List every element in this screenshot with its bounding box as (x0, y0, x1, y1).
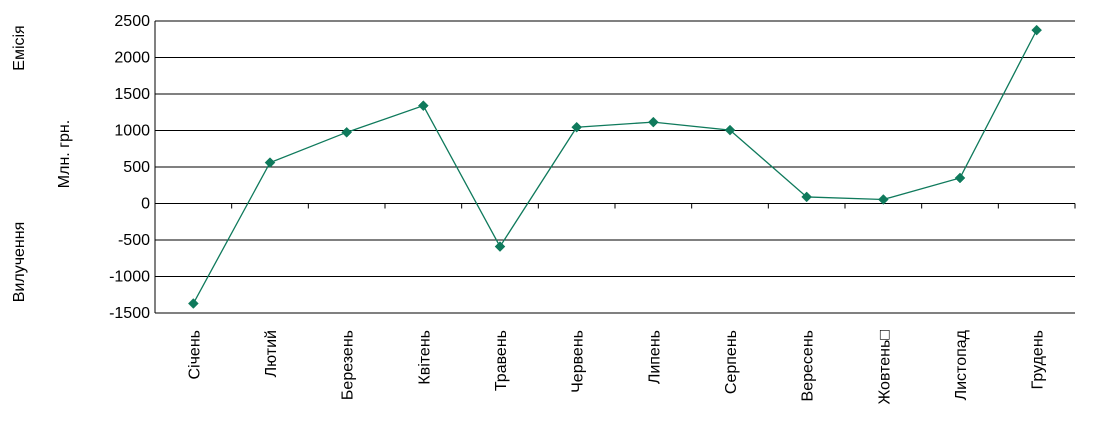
x-tick-label: Квітень (416, 330, 433, 385)
y-tick-label: 0 (141, 196, 150, 213)
y-tick-label: 2500 (114, 13, 150, 30)
data-point (571, 121, 583, 133)
data-point (877, 194, 889, 205)
emission-side-label: Емісія (11, 25, 28, 70)
withdrawal-side-label: Вилучення (11, 222, 28, 303)
x-tick-label: Січень (186, 330, 203, 380)
x-tick-label: Лютий (263, 330, 280, 377)
data-point (647, 116, 659, 128)
x-tick-label: Серпень (723, 330, 740, 394)
x-tick-label: Березень (340, 330, 357, 400)
y-tick-labels: 2500 2000 1500 1000 500 0 -500 -1000 -1500 (109, 13, 150, 322)
series-line (192, 29, 1038, 304)
y-tick-label: 500 (123, 159, 150, 176)
y-tick-label: 2000 (114, 50, 150, 67)
x-tick-label: Грудень (1030, 330, 1047, 389)
y-tick-label: -500 (118, 232, 150, 249)
gridlines (155, 20, 1075, 314)
x-axis (154, 21, 1076, 313)
data-point (801, 191, 813, 203)
data-point (417, 100, 429, 112)
data-point (1031, 24, 1043, 36)
x-tick-label: Вересень (800, 330, 817, 401)
data-point (187, 298, 199, 309)
data-point (954, 172, 966, 184)
x-tick-label: Липень (646, 330, 663, 384)
y-tick-label: -1000 (109, 269, 150, 286)
x-tick-labels: Січень Лютий Березень Квітень Травень Червень… (186, 329, 1046, 404)
series-group (187, 24, 1043, 309)
x-tick-label: Листопад (953, 329, 970, 400)
data-point (264, 157, 276, 168)
data-point (341, 126, 353, 138)
y-tick-label: -1500 (109, 305, 150, 322)
y-tick-label: 1000 (114, 123, 150, 140)
data-point (494, 241, 506, 252)
y-axis-title: Млн. грн. (56, 120, 73, 188)
x-tick-label: Червень (570, 330, 587, 393)
x-tick-label: Жовтень□ (876, 330, 893, 405)
x-tick-label: Травень (493, 330, 510, 391)
data-point (724, 124, 736, 136)
y-tick-label: 1500 (114, 86, 150, 103)
